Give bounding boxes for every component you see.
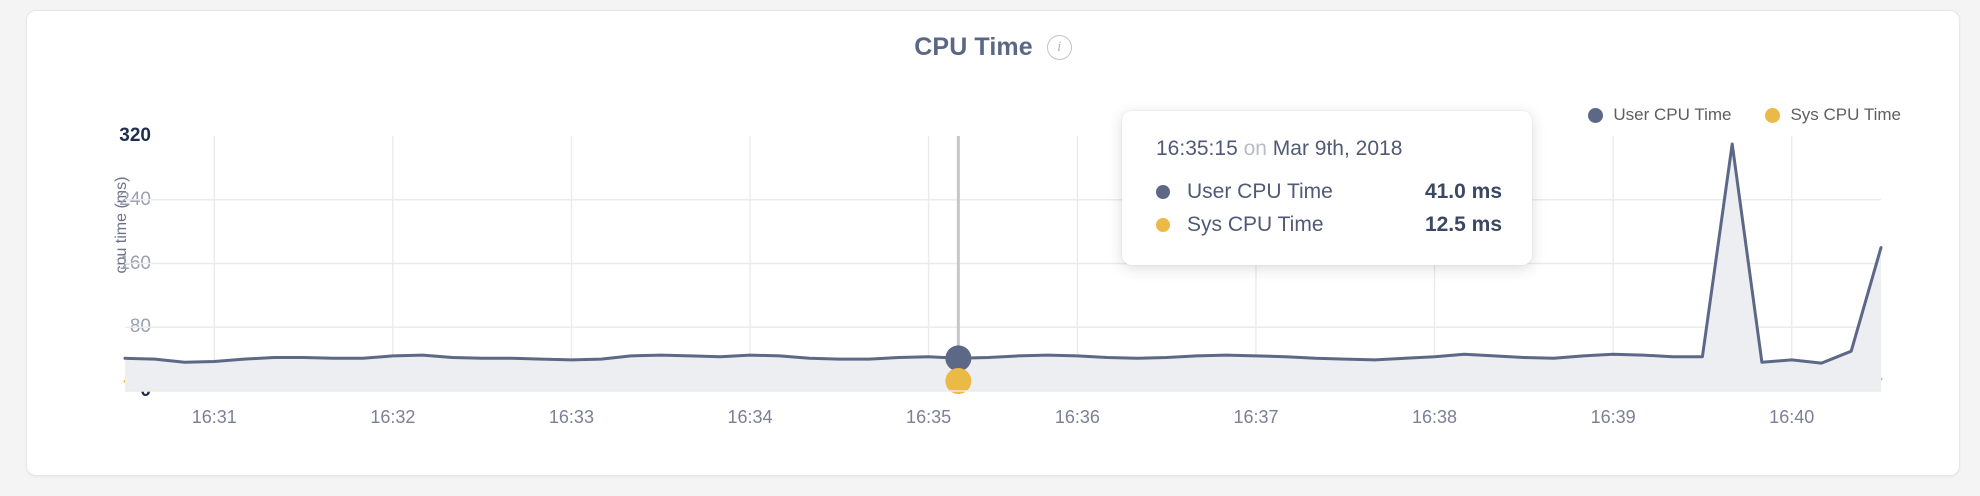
cpu-time-card: CPU Time i User CPU Time Sys CPU Time cpu… <box>26 10 1960 476</box>
tooltip-timestamp: 16:35:15 on Mar 9th, 2018 <box>1156 137 1502 161</box>
tooltip-time: 16:35:15 <box>1156 137 1238 160</box>
x-axis-tick-label: 16:33 <box>548 407 594 427</box>
x-axis-tick-label: 16:37 <box>1233 407 1279 427</box>
chart-tooltip: 16:35:15 on Mar 9th, 2018 User CPU Time 4… <box>1122 111 1532 265</box>
x-axis-tick-label: 16:31 <box>191 407 237 427</box>
tooltip-series-name: User CPU Time <box>1187 179 1333 203</box>
legend-label: User CPU Time <box>1613 105 1732 124</box>
legend-dot-icon <box>1588 107 1604 123</box>
series-area-user <box>125 144 1881 391</box>
legend-item-sys-cpu-time[interactable]: Sys CPU Time <box>1765 105 1901 125</box>
tooltip-on-word: on <box>1243 137 1267 160</box>
tooltip-series-dot-icon <box>1156 184 1170 199</box>
legend-label: Sys CPU Time <box>1790 105 1901 124</box>
tooltip-series-dot-icon <box>1156 217 1170 232</box>
hover-marker-user <box>945 345 972 372</box>
tooltip-rows: User CPU Time 41.0 ms Sys CPU Time 12.5 ms <box>1156 175 1502 241</box>
tooltip-series-value: 12.5 ms <box>1424 212 1502 236</box>
x-axis-tick-label: 16:32 <box>370 407 416 427</box>
x-axis-tick-label: 16:35 <box>906 407 952 427</box>
hover-marker-sys <box>945 368 972 395</box>
x-axis-tick-label: 16:38 <box>1412 407 1458 427</box>
page-title: CPU Time <box>914 33 1033 61</box>
x-axis-tick-label: 16:36 <box>1054 407 1100 427</box>
chart-svg <box>123 136 1883 395</box>
x-axis-tick-label: 16:34 <box>727 407 773 427</box>
series-line-user <box>123 142 1883 365</box>
legend-item-user-cpu-time[interactable]: User CPU Time <box>1588 105 1731 125</box>
x-axis-tick-label: 16:40 <box>1769 407 1815 427</box>
y-axis-tick-label: 320 <box>119 125 151 146</box>
x-axis-tick-label: 16:39 <box>1590 407 1636 427</box>
tooltip-date: Mar 9th, 2018 <box>1272 137 1403 160</box>
tooltip-series-name: Sys CPU Time <box>1187 212 1324 236</box>
legend-dot-icon <box>1765 107 1781 123</box>
tooltip-series-value: 41.0 ms <box>1424 179 1502 203</box>
card-header: CPU Time i <box>27 33 1959 62</box>
tooltip-row: Sys CPU Time 12.5 ms <box>1156 208 1502 241</box>
chart-plot-area: cpu time (ms) 080160240320 16:3116:3216:… <box>27 11 1959 475</box>
chart-legend: User CPU Time Sys CPU Time <box>1588 105 1901 125</box>
tooltip-row: User CPU Time 41.0 ms <box>1156 175 1502 208</box>
info-icon[interactable]: i <box>1046 35 1072 60</box>
